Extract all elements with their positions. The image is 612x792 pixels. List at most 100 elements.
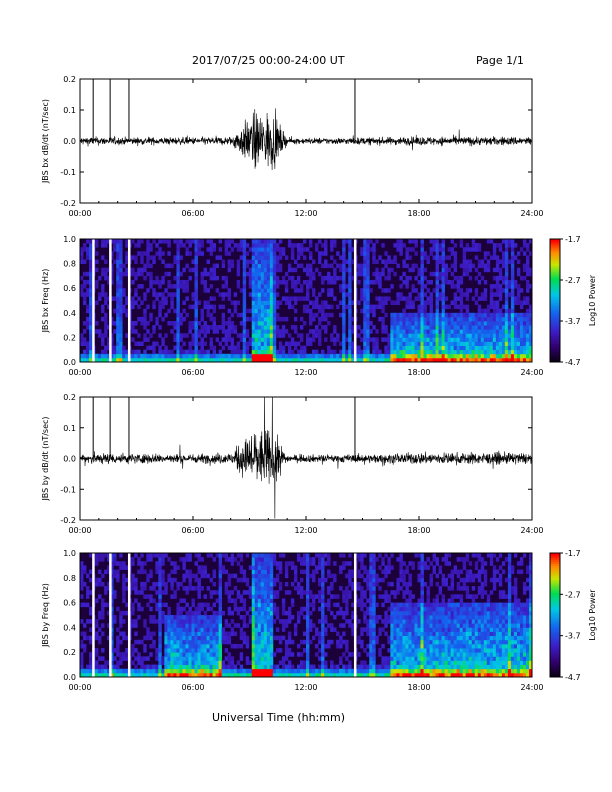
panel-3-heat-cell — [306, 581, 310, 587]
panel-3-heat-cell — [399, 656, 403, 661]
panel-3-heat-cell — [324, 643, 328, 649]
panel-3-heat-cell — [212, 615, 216, 620]
panel-3-heat-cell — [224, 639, 229, 645]
panel-3-heat-cell — [390, 652, 394, 657]
panel-1-heat-cell — [480, 308, 485, 314]
panel-3-heat-cell — [107, 553, 111, 558]
panel-1-heat-cell — [423, 353, 427, 359]
panel-1-heat-cell — [408, 304, 412, 310]
panel-1-heat-cell — [495, 333, 500, 338]
panel-1-heat-cell — [269, 247, 274, 252]
panel-1-heat-cell — [471, 345, 476, 351]
panel-1-heat-cell — [525, 267, 530, 273]
panel-3-heat-cell — [221, 569, 226, 575]
panel-1-heat-cell — [321, 275, 325, 281]
panel-1-heat-cell — [119, 267, 123, 273]
panel-1-heat-cell — [206, 271, 210, 277]
panel-3-heat-cell — [212, 639, 216, 645]
panel-3-heat-cell — [125, 672, 129, 678]
panel-1-heat-cell — [176, 300, 180, 305]
panel-1-heat-cell — [134, 275, 138, 281]
panel-1-heat-cell — [333, 296, 337, 301]
panel-3-heat-cell — [239, 672, 244, 678]
panel-3-heat-cell — [257, 586, 262, 591]
panel-3-heat-cell — [269, 668, 274, 674]
panel-1-heat-cell — [176, 251, 180, 256]
panel-1-heat-cell — [441, 349, 446, 355]
panel-0-xtick-label: 24:00 — [520, 209, 543, 218]
panel-3-heat-cell — [173, 635, 177, 641]
panel-1-heat-cell — [248, 247, 253, 252]
panel-1-heat-cell — [462, 316, 467, 322]
panel-3-heat-cell — [143, 569, 147, 575]
panel-3-heat-cell — [98, 553, 102, 558]
panel-1-heat-cell — [281, 349, 286, 355]
panel-1-heat-cell — [363, 271, 367, 277]
panel-3-heat-cell — [194, 573, 198, 579]
panel-3-heat-cell — [315, 594, 319, 599]
panel-1-heat-cell — [158, 255, 162, 260]
panel-3-heat-cell — [257, 648, 262, 653]
panel-0-series — [80, 79, 532, 171]
panel-1-heat-cell — [215, 263, 220, 269]
panel-3-heat-cell — [152, 581, 156, 587]
panel-1-heat-cell — [167, 357, 171, 363]
panel-3-heat-cell — [318, 648, 322, 653]
panel-1-heat-cell — [510, 259, 515, 264]
panel-3-heat-cell — [384, 615, 388, 620]
panel-3-ytick-label: 0.2 — [63, 648, 76, 657]
panel-1-heat-cell — [324, 300, 328, 305]
panel-1-heat-cell — [227, 329, 232, 334]
panel-3-heat-cell — [384, 619, 388, 624]
panel-3-heat-cell — [203, 664, 207, 670]
panel-1-heat-cell — [459, 304, 464, 310]
panel-3-heat-cell — [354, 586, 358, 591]
panel-1-heat-cell — [504, 337, 509, 342]
panel-3-heat-cell — [278, 619, 283, 624]
panel-1-heat-cell — [113, 321, 117, 326]
panel-3-heat-cell — [266, 664, 271, 670]
panel-1-heat-cell — [242, 292, 247, 297]
panel-3-heat-cell — [269, 602, 274, 608]
panel-1-heat-cell — [492, 255, 497, 260]
panel-1-heat-cell — [435, 271, 439, 277]
panel-1-heat-cell — [495, 321, 500, 326]
panel-1-heat-cell — [197, 243, 201, 248]
panel-3-heat-cell — [372, 672, 376, 678]
panel-1-heat-cell — [354, 263, 358, 269]
panel-1-heat-cell — [269, 239, 274, 244]
panel-1-heat-cell — [89, 271, 93, 277]
panel-1-heat-cell — [435, 349, 439, 355]
panel-1-heat-cell — [330, 243, 334, 248]
panel-3-heat-cell — [272, 553, 277, 558]
panel-3-heat-cell — [188, 573, 192, 579]
panel-1-heat-cell — [269, 308, 274, 314]
panel-1-heat-cell — [498, 243, 503, 248]
panel-1-heat-cell — [435, 280, 439, 285]
panel-1-colorbar-cell — [550, 351, 560, 355]
panel-1-heat-cell — [242, 263, 247, 269]
panel-3-heat-cell — [239, 594, 244, 599]
panel-3-heat-cell — [215, 660, 220, 665]
panel-1-heat-cell — [251, 325, 256, 330]
panel-1-heat-cell — [519, 312, 524, 318]
panel-3-heat-cell — [218, 643, 223, 649]
panel-1-heat-cell — [128, 288, 132, 293]
panel-3-heat-cell — [194, 652, 198, 657]
panel-3-heat-cell — [158, 581, 162, 587]
panel-3-heat-cell — [128, 561, 132, 566]
panel-3-heat-cell — [158, 631, 162, 637]
panel-3-heat-cell — [224, 586, 229, 591]
panel-3-heat-cell — [197, 602, 201, 608]
panel-3-heat-cell — [302, 557, 307, 562]
panel-1-heat-cell — [345, 259, 349, 264]
panel-1-heat-cell — [441, 280, 446, 285]
panel-3-heat-cell — [393, 652, 397, 657]
panel-1-heat-cell — [125, 353, 129, 359]
panel-1-heat-cell — [281, 251, 286, 256]
panel-2-ytick-label: -0.1 — [60, 485, 76, 494]
panel-1-heat-cell — [263, 345, 268, 351]
panel-3-heat-cell — [387, 569, 391, 575]
panel-1-heat-cell — [306, 288, 310, 293]
panel-1-heat-cell — [318, 271, 322, 277]
